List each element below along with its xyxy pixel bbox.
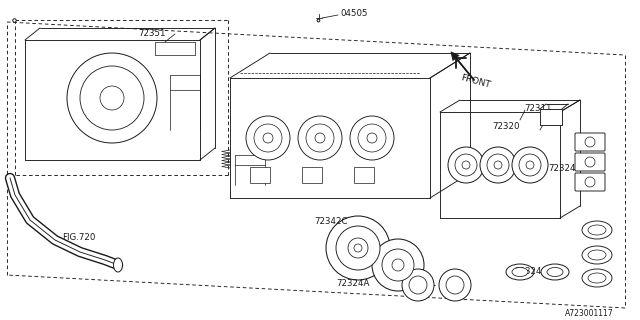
Circle shape (526, 161, 534, 169)
Circle shape (585, 177, 595, 187)
Circle shape (409, 276, 427, 294)
Ellipse shape (541, 264, 569, 280)
Bar (354, 167, 374, 183)
Text: 72342C: 72342C (314, 218, 348, 227)
Bar (540, 109, 562, 125)
Ellipse shape (588, 250, 606, 260)
Circle shape (487, 154, 509, 176)
Circle shape (336, 226, 380, 270)
Circle shape (455, 154, 477, 176)
Circle shape (392, 259, 404, 271)
Circle shape (67, 53, 157, 143)
Text: 72320: 72320 (492, 122, 520, 131)
Circle shape (348, 238, 368, 258)
Circle shape (354, 244, 362, 252)
Circle shape (298, 116, 342, 160)
Ellipse shape (588, 273, 606, 283)
Text: 72351: 72351 (138, 28, 166, 37)
Circle shape (246, 116, 290, 160)
Circle shape (585, 137, 595, 147)
Circle shape (519, 154, 541, 176)
Circle shape (254, 124, 282, 152)
Circle shape (263, 133, 273, 143)
Ellipse shape (582, 269, 612, 287)
Circle shape (80, 66, 144, 130)
Ellipse shape (547, 268, 563, 276)
Text: 72322: 72322 (338, 252, 365, 261)
Circle shape (585, 157, 595, 167)
Circle shape (315, 133, 325, 143)
Circle shape (494, 161, 502, 169)
Circle shape (306, 124, 334, 152)
Circle shape (350, 116, 394, 160)
Circle shape (439, 269, 471, 301)
Ellipse shape (582, 246, 612, 264)
Text: 72311: 72311 (524, 103, 552, 113)
Ellipse shape (506, 264, 534, 280)
Circle shape (448, 147, 484, 183)
Text: FIG.720: FIG.720 (62, 233, 95, 242)
Bar (302, 167, 322, 183)
Text: FRONT: FRONT (460, 74, 492, 90)
Circle shape (462, 161, 470, 169)
Text: A723001117: A723001117 (565, 308, 614, 317)
Circle shape (446, 276, 464, 294)
Ellipse shape (588, 225, 606, 235)
FancyBboxPatch shape (575, 133, 605, 151)
Circle shape (402, 269, 434, 301)
Ellipse shape (512, 268, 528, 276)
FancyArrow shape (451, 52, 474, 80)
Circle shape (372, 239, 424, 291)
FancyBboxPatch shape (575, 173, 605, 191)
Text: 72324A: 72324A (548, 164, 581, 172)
Ellipse shape (113, 258, 122, 272)
Text: 04505: 04505 (340, 9, 367, 18)
Circle shape (100, 86, 124, 110)
Circle shape (358, 124, 386, 152)
Text: 72324: 72324 (514, 267, 541, 276)
Bar (250, 167, 270, 183)
Circle shape (382, 249, 414, 281)
Ellipse shape (582, 221, 612, 239)
Circle shape (480, 147, 516, 183)
Circle shape (512, 147, 548, 183)
Circle shape (367, 133, 377, 143)
Text: 72324A: 72324A (336, 278, 369, 287)
FancyBboxPatch shape (575, 153, 605, 171)
Circle shape (326, 216, 390, 280)
